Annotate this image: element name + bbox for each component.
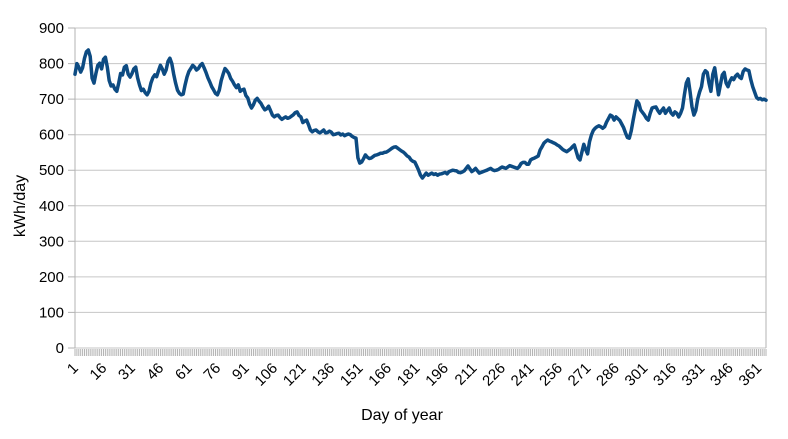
y-tick-label: 200	[39, 269, 64, 286]
y-tick-label: 900	[39, 20, 64, 37]
x-tick-label: 166	[365, 360, 395, 390]
x-tick-label: 61	[172, 360, 196, 384]
y-tick-label: 800	[39, 56, 64, 73]
y-tick-label: 100	[39, 304, 64, 321]
x-tick-label: 346	[707, 360, 737, 390]
x-tick-label: 196	[422, 360, 452, 390]
x-tick-label: 286	[593, 360, 623, 390]
x-minor-ticks	[74, 349, 767, 356]
x-tick-label: 106	[251, 360, 281, 390]
x-tick-label: 226	[479, 360, 509, 390]
x-tick-label: 16	[87, 360, 111, 384]
y-tick-label: 700	[39, 91, 64, 108]
data-series-line	[73, 48, 768, 180]
y-axis-title: kWh/day	[12, 174, 29, 238]
x-tick-label: 211	[452, 360, 481, 389]
y-tick-label: 0	[56, 340, 64, 357]
x-tick-label: 271	[565, 360, 595, 390]
x-tick-label: 151	[337, 360, 367, 390]
y-tick-label: 400	[39, 198, 64, 215]
x-tick-label: 361	[736, 360, 766, 390]
x-tick-label: 121	[280, 360, 310, 390]
x-tick-label: 256	[536, 360, 566, 390]
x-tick-label: 136	[308, 360, 338, 390]
x-tick-label: 1	[64, 360, 82, 378]
x-tick-label: 316	[650, 360, 680, 390]
x-tick-label: 331	[679, 360, 709, 390]
x-tick-label: 91	[229, 360, 253, 384]
x-tick-label: 31	[115, 360, 139, 384]
y-tick-label: 500	[39, 162, 64, 179]
x-tick-label: 46	[143, 360, 167, 384]
x-tick-label: 301	[622, 360, 652, 390]
y-tick-marks	[68, 27, 75, 349]
y-tick-label: 600	[39, 127, 64, 144]
x-tick-label: 181	[394, 360, 424, 390]
x-tick-label: 76	[200, 360, 224, 384]
x-tick-label: 241	[508, 360, 538, 390]
y-tick-label: 300	[39, 233, 64, 250]
x-axis-title: Day of year	[361, 407, 443, 424]
